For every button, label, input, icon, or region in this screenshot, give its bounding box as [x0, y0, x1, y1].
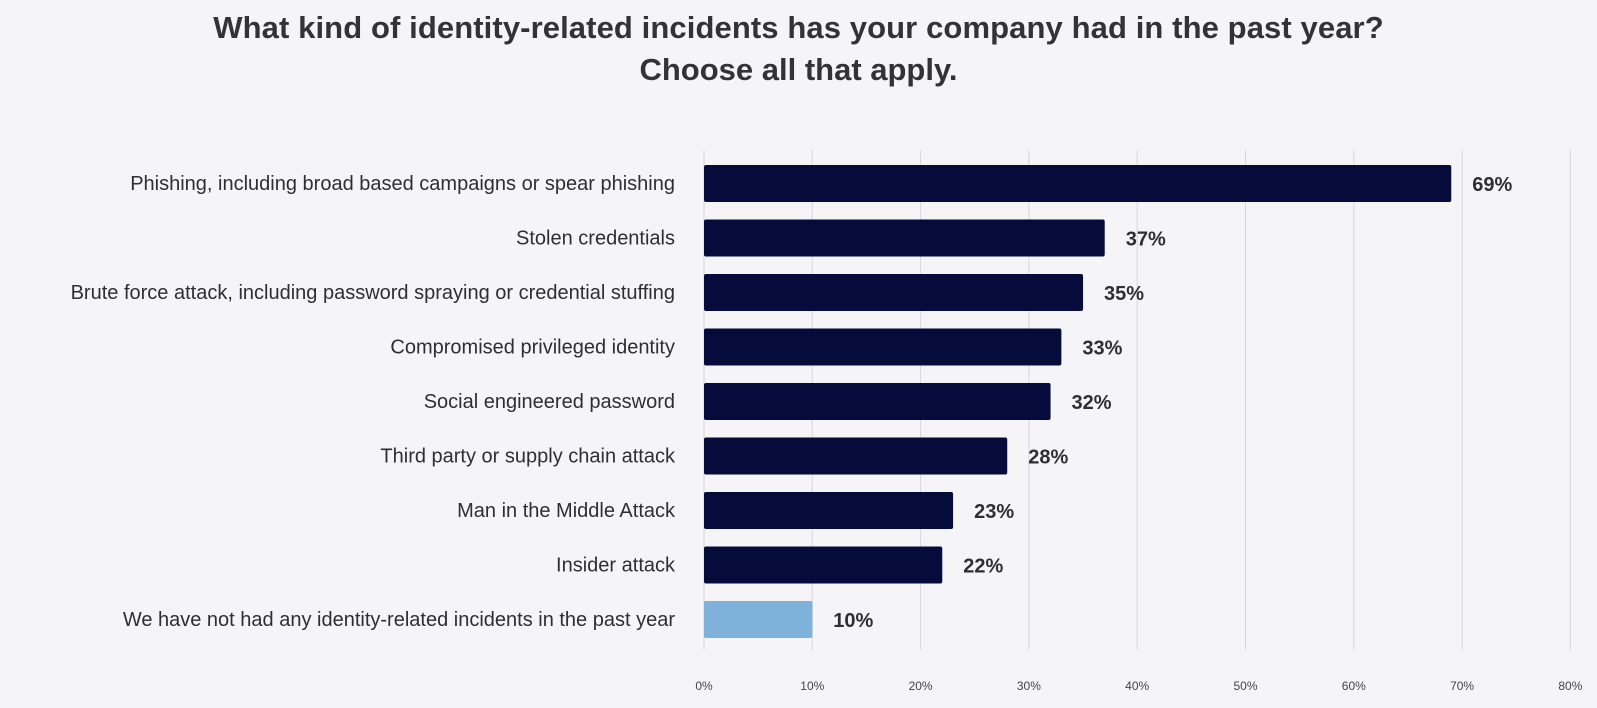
x-tick-label: 10% [800, 679, 824, 693]
x-tick-label: 40% [1125, 679, 1149, 693]
bar [704, 274, 1084, 311]
value-label: 33% [1082, 337, 1122, 359]
x-tick-label: 30% [1017, 679, 1041, 693]
category-label: Insider attack [556, 554, 676, 576]
category-label: Compromised privileged identity [390, 336, 675, 358]
x-tick-label: 0% [695, 679, 713, 693]
category-label: Man in the Middle Attack [457, 500, 676, 522]
value-label: 22% [963, 555, 1003, 577]
category-label: Brute force attack, including password s… [71, 282, 675, 304]
x-tick-label: 70% [1450, 679, 1474, 693]
bar [704, 601, 813, 638]
category-label: We have not had any identity-related inc… [123, 609, 676, 631]
chart-title: What kind of identity-related incidents … [213, 10, 1384, 45]
x-tick-label: 60% [1342, 679, 1366, 693]
category-label: Phishing, including broad based campaign… [130, 173, 675, 195]
value-label: 35% [1104, 283, 1144, 305]
x-tick-label: 20% [909, 679, 933, 693]
value-label: 10% [833, 610, 873, 632]
x-tick-label: 50% [1233, 679, 1257, 693]
category-labels: Phishing, including broad based campaign… [71, 173, 676, 631]
bar [704, 165, 1452, 202]
category-label: Third party or supply chain attack [380, 445, 676, 467]
x-tick-label: 80% [1558, 679, 1582, 693]
bar [704, 328, 1062, 366]
category-label: Social engineered password [424, 391, 675, 413]
x-axis-ticks: 0% 10% 20% 30% 40% 50% 60% 70% 80% [695, 679, 1582, 693]
value-label: 28% [1028, 446, 1068, 468]
bar [704, 492, 954, 529]
bar [704, 383, 1051, 420]
value-label: 69% [1472, 174, 1512, 196]
category-label: Stolen credentials [516, 227, 675, 249]
chart-subtitle: Choose all that apply. [639, 52, 958, 87]
bars [704, 165, 1452, 638]
value-label: 37% [1126, 228, 1166, 250]
bar [704, 437, 1008, 475]
value-labels: 69% 37% 35% 33% 32% 28% 23% 22% 10% [833, 174, 1512, 632]
value-label: 23% [974, 501, 1014, 523]
value-label: 32% [1072, 392, 1112, 414]
bar [704, 219, 1105, 257]
bar [704, 546, 943, 584]
